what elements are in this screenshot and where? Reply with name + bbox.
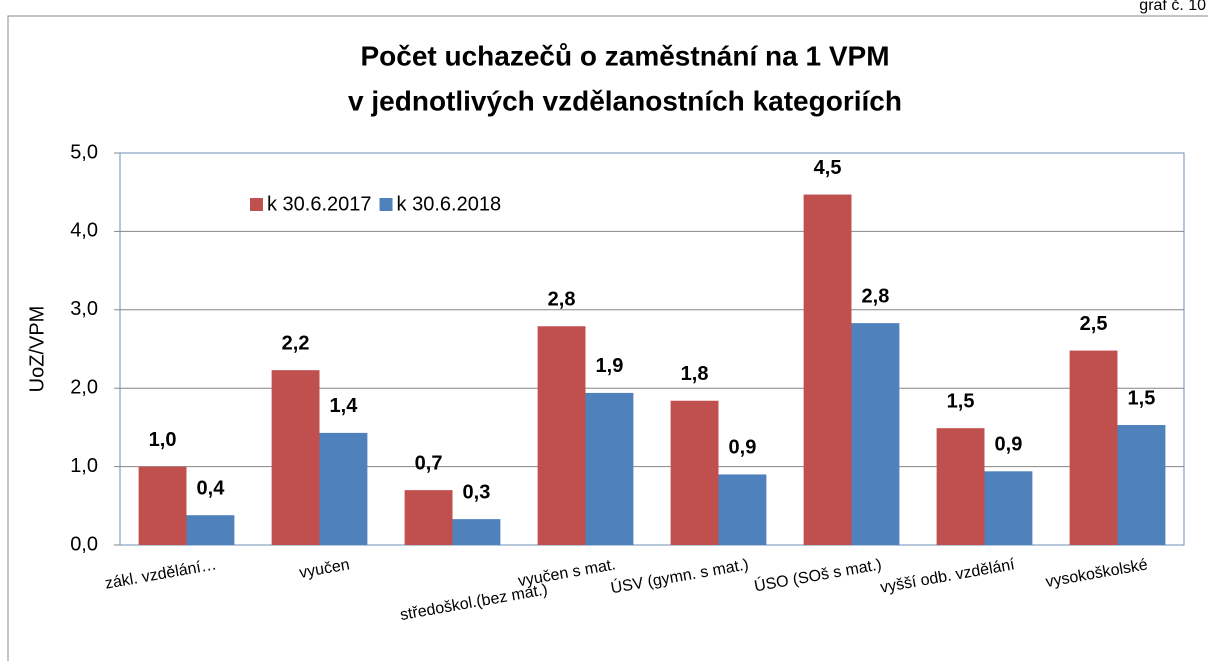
bar [1069, 350, 1118, 545]
data-label: 2,8 [862, 285, 890, 307]
data-label: 2,8 [548, 289, 576, 311]
data-label: 1,8 [681, 363, 709, 385]
bar [851, 323, 900, 545]
bar [585, 392, 634, 545]
data-label: 4,5 [814, 157, 842, 179]
data-label: 1,4 [330, 395, 359, 417]
legend-label: k 30.6.2017 [267, 193, 372, 215]
bar [936, 428, 985, 545]
bar [271, 370, 320, 545]
bar [1117, 425, 1166, 545]
y-tick-label: 4,0 [70, 220, 98, 242]
y-tick-label: 2,0 [70, 376, 98, 398]
chart-title: v jednotlivých vzdělanostních kategoriíc… [348, 85, 902, 116]
bar [718, 474, 767, 545]
bar [670, 400, 719, 545]
legend-swatch [379, 198, 393, 211]
legend-swatch [250, 198, 263, 211]
data-label: 2,5 [1080, 313, 1108, 335]
data-label: 1,5 [1128, 387, 1156, 409]
data-label: 1,9 [596, 355, 624, 377]
bar [186, 515, 235, 545]
chart-frame [7, 15, 1208, 661]
y-tick-label: 0,0 [70, 533, 98, 555]
y-tick-label: 1,0 [70, 455, 98, 477]
data-label: 0,7 [415, 452, 443, 474]
data-label: 1,0 [149, 429, 177, 451]
y-axis-label: UoZ/VPM [26, 306, 48, 393]
corner-label: graf č. 10 [1139, 0, 1206, 14]
data-label: 2,2 [282, 332, 310, 354]
data-label: 0,9 [995, 434, 1023, 456]
plot-frame [119, 152, 1185, 546]
data-label: 0,9 [729, 437, 757, 459]
data-label: 0,3 [463, 481, 491, 503]
bar [803, 194, 852, 545]
legend-label: k 30.6.2018 [397, 193, 502, 215]
chart-title: Počet uchazečů o zaměstnání na 1 VPM [360, 40, 889, 71]
data-label: 0,4 [197, 477, 226, 499]
data-label: 1,5 [947, 390, 975, 412]
bar [452, 519, 501, 545]
bar [138, 466, 187, 545]
bar [319, 432, 368, 545]
bar [404, 490, 453, 545]
bar [984, 471, 1033, 545]
bar [537, 326, 586, 545]
y-tick-label: 5,0 [70, 141, 98, 163]
y-tick-label: 3,0 [70, 298, 98, 320]
